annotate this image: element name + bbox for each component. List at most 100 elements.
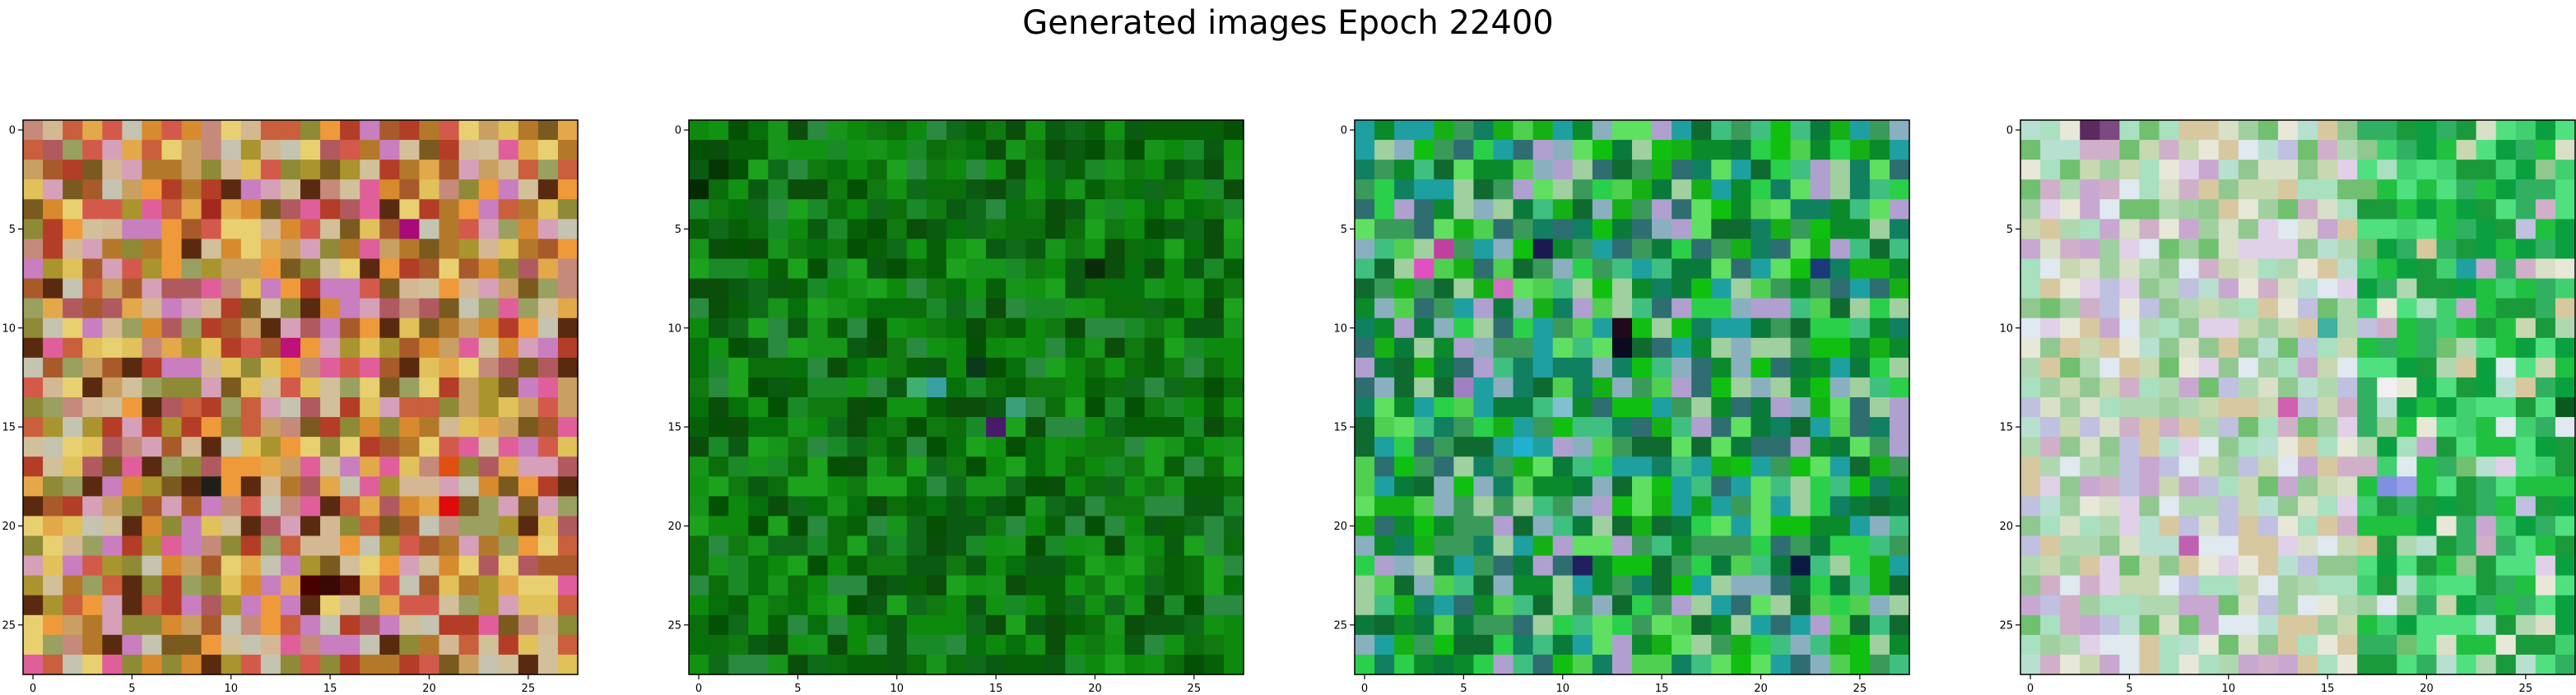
pixel-r1-c26 (2535, 140, 2556, 160)
y-tick-label: 0 (1341, 125, 1347, 137)
pixel-r26-c21 (2436, 634, 2457, 656)
pixel-r19-c1 (709, 496, 729, 517)
pixel-r24-c27 (1223, 595, 1244, 616)
pixel-r25-c14 (1632, 614, 1653, 636)
pixel-r15-c15 (320, 417, 341, 438)
pixel-r22-c10 (1552, 555, 1574, 577)
pixel-r22-c25 (518, 555, 539, 577)
pixel-r1-c9 (2198, 140, 2220, 160)
pixel-r9-c3 (2080, 298, 2100, 319)
y-tick-label: 20 (2, 521, 16, 533)
pixel-r11-c11 (906, 337, 928, 359)
pixel-r10-c20 (1751, 317, 1772, 339)
pixel-r8-c17 (360, 278, 380, 299)
pixel-r24-c20 (419, 595, 440, 616)
pixel-r23-c18 (1045, 575, 1066, 596)
pixel-r27-c1 (2040, 654, 2061, 675)
pixel-r9-c0 (1355, 298, 1375, 319)
pixel-r6-c17 (1025, 239, 1046, 260)
pixel-r16-c24 (498, 437, 519, 457)
pixel-r13-c9 (867, 377, 888, 398)
pixel-r4-c4 (2099, 199, 2120, 220)
pixel-r16-c11 (2238, 437, 2259, 457)
pixel-r20-c27 (1889, 516, 1910, 537)
pixel-r16-c7 (1493, 437, 1514, 457)
pixel-r11-c13 (946, 337, 967, 359)
pixel-r6-c25 (1183, 239, 1205, 260)
pixel-r27-c20 (1085, 654, 1106, 675)
pixel-r2-c13 (1611, 160, 1633, 180)
pixel-r10-c16 (340, 317, 360, 339)
pixel-r23-c26 (1869, 575, 1890, 596)
pixel-r6-c1 (709, 239, 729, 260)
pixel-r2-c5 (2119, 160, 2141, 180)
pixel-r23-c21 (2436, 575, 2457, 596)
pixel-r7-c5 (2119, 258, 2141, 280)
pixel-r3-c27 (557, 179, 579, 200)
y-tick-label: 0 (9, 125, 16, 137)
pixel-r22-c23 (478, 555, 500, 577)
pixel-r0-c3 (748, 120, 769, 141)
pixel-r0-c14 (2298, 120, 2318, 141)
pixel-r24-c4 (1434, 595, 1454, 616)
pixel-r26-c2 (63, 634, 83, 656)
pixel-r25-c25 (1183, 614, 1205, 636)
pixel-r17-c23 (478, 456, 500, 477)
pixel-r17-c26 (1869, 456, 1890, 477)
pixel-r15-c5 (788, 417, 809, 438)
pixel-r16-c21 (2436, 437, 2457, 457)
pixel-r16-c7 (161, 437, 183, 457)
pixel-r1-c21 (1104, 140, 1126, 160)
pixel-r6-c26 (1869, 239, 1890, 260)
pixel-r18-c6 (1473, 476, 1495, 497)
pixel-r7-c8 (847, 258, 868, 280)
pixel-r15-c1 (43, 417, 63, 438)
pixel-r17-c17 (1025, 456, 1046, 477)
pixel-r13-c12 (1592, 377, 1613, 398)
pixel-r27-c8 (847, 654, 868, 675)
pixel-r21-c12 (1592, 535, 1613, 557)
pixel-r2-c9 (2198, 160, 2220, 180)
pixel-r1-c15 (986, 140, 1007, 160)
pixel-r0-c19 (399, 120, 421, 141)
pixel-r12-c17 (1691, 357, 1712, 378)
pixel-r7-c17 (2357, 258, 2378, 280)
pixel-r14-c15 (1652, 397, 1672, 418)
pixel-r27-c14 (300, 654, 321, 675)
pixel-r17-c6 (1473, 456, 1495, 477)
pixel-r4-c25 (1183, 199, 1205, 220)
pixel-r15-c18 (1711, 417, 1732, 438)
pixel-r22-c15 (986, 555, 1007, 577)
pixel-r24-c7 (161, 595, 183, 616)
pixel-r18-c20 (419, 476, 440, 497)
pixel-r21-c12 (260, 535, 281, 557)
pixel-r13-c12 (260, 377, 281, 398)
pixel-r23-c7 (2159, 575, 2180, 596)
pixel-r8-c4 (102, 278, 123, 299)
pixel-r9-c9 (2198, 298, 2220, 319)
pixel-r10-c13 (946, 317, 967, 339)
pixel-r22-c16 (2337, 555, 2358, 577)
pixel-r2-c11 (1572, 160, 1593, 180)
pixel-r8-c6 (1473, 278, 1495, 299)
pixel-r11-c9 (867, 337, 888, 359)
pixel-r23-c24 (498, 575, 519, 596)
pixel-r7-c8 (181, 258, 202, 280)
pixel-r11-c22 (458, 337, 480, 359)
pixel-r20-c12 (2257, 516, 2279, 537)
pixel-r3-c26 (2535, 179, 2556, 200)
pixel-r10-c21 (2436, 317, 2457, 339)
pixel-r5-c2 (1394, 219, 1415, 240)
pixel-r21-c27 (2555, 535, 2576, 557)
pixel-r24-c8 (181, 595, 202, 616)
y-tick-label: 0 (2006, 125, 2013, 137)
pixel-r24-c21 (1770, 595, 1792, 616)
pixel-r11-c8 (181, 337, 202, 359)
pixel-r6-c11 (240, 239, 262, 260)
pixel-r12-c7 (2159, 357, 2180, 378)
pixel-r26-c3 (82, 634, 103, 656)
pixel-r13-c26 (537, 377, 559, 398)
pixel-r22-c21 (2436, 555, 2457, 577)
pixel-r7-c15 (986, 258, 1007, 280)
pixel-r17-c20 (2416, 456, 2438, 477)
